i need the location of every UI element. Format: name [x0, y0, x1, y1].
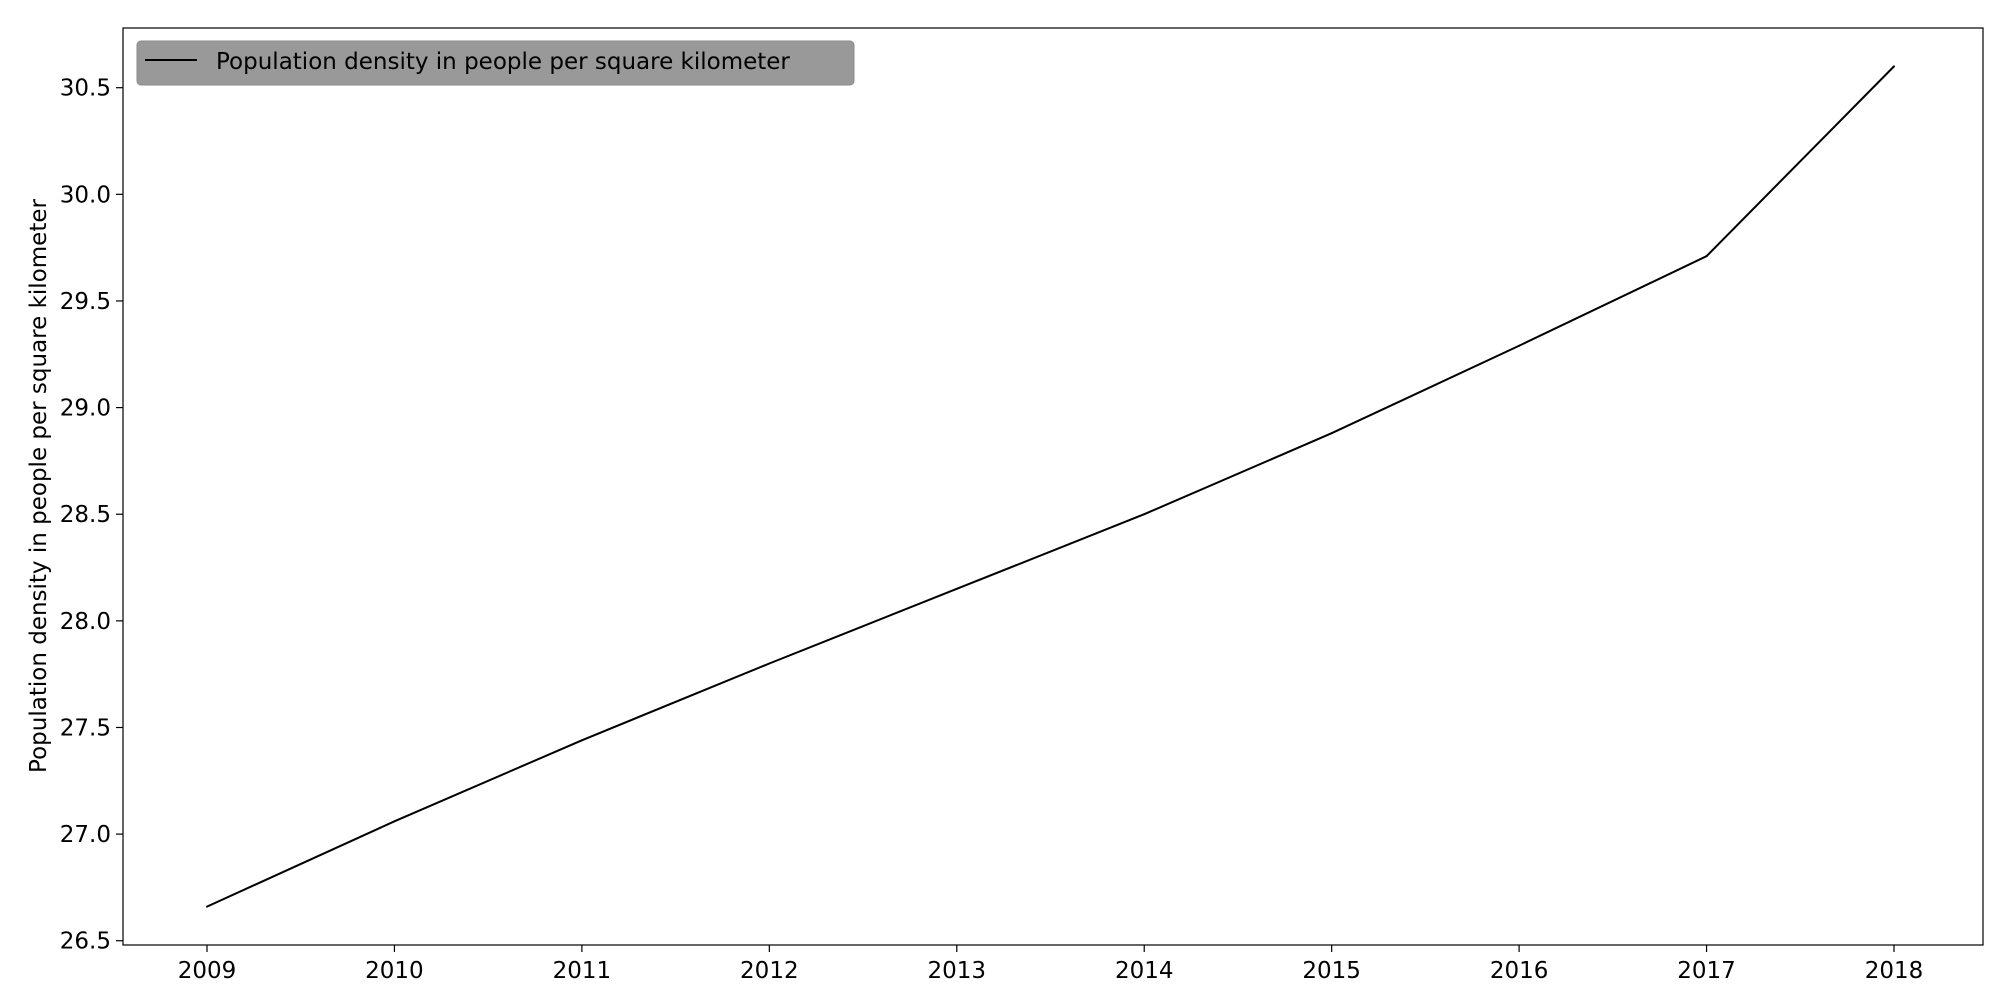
y-axis-ticks: 26.5 27.0 27.5 28.0 28.5 29.0 29.5 30.0 30.5 [60, 76, 123, 955]
data-point [1143, 513, 1146, 516]
legend: Population density in people per square … [136, 40, 855, 86]
x-tick-label: 2009 [178, 958, 237, 984]
x-tick-label: 2013 [928, 958, 987, 984]
data-point [955, 587, 958, 590]
data-point [768, 662, 771, 665]
y-tick-label: 26.5 [60, 929, 111, 955]
data-point [1705, 255, 1708, 258]
x-tick-label: 2016 [1490, 958, 1549, 984]
y-tick-label: 29.0 [60, 396, 111, 422]
series-points [206, 65, 1895, 908]
series-line [206, 65, 1895, 908]
plot-frame [122, 27, 1984, 946]
x-tick-label: 2011 [553, 958, 612, 984]
x-tick-label: 2010 [365, 958, 424, 984]
plot-area [123, 28, 1983, 945]
y-tick-label: 30.0 [60, 182, 111, 208]
y-tick-label: 27.5 [60, 715, 111, 741]
y-tick-label: 27.0 [60, 822, 111, 848]
x-tick-label: 2018 [1865, 958, 1924, 984]
y-tick-label: 28.0 [60, 609, 111, 635]
data-point [206, 905, 208, 908]
x-tick-label: 2014 [1115, 958, 1174, 984]
y-tick-label: 30.5 [60, 76, 111, 102]
x-tick-label: 2015 [1302, 958, 1361, 984]
data-point [1330, 432, 1333, 435]
data-point [393, 820, 396, 823]
y-tick-label: 28.5 [60, 502, 111, 528]
data-point [1518, 344, 1521, 347]
data-point [1893, 65, 1895, 68]
x-axis-ticks: 2009 2010 2011 2012 2013 2014 2015 2016 2017 2018 [178, 945, 1924, 984]
y-axis-label: Population density in people per square … [26, 199, 52, 773]
legend-label: Population density in people per square … [216, 49, 790, 75]
data-point [580, 739, 583, 742]
legend-box [136, 40, 855, 86]
y-tick-label: 29.5 [60, 289, 111, 315]
x-tick-label: 2017 [1677, 958, 1736, 984]
x-tick-label: 2012 [740, 958, 799, 984]
